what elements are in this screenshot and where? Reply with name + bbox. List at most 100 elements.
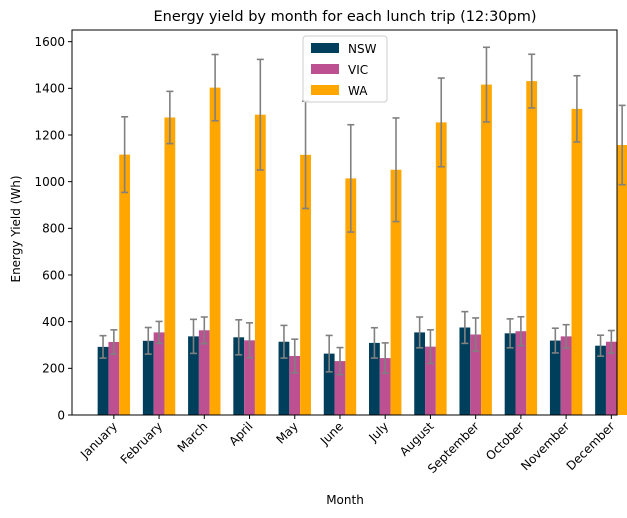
bar [323, 353, 335, 415]
error-bar [472, 317, 480, 352]
chart-title: Energy yield by month for each lunch tri… [153, 9, 536, 25]
bar [188, 336, 199, 415]
bar [481, 84, 492, 415]
bar [142, 340, 154, 415]
error-bar [381, 342, 389, 375]
bar [435, 122, 447, 416]
error-bar [189, 318, 197, 355]
x-tick-label: December [564, 419, 618, 473]
error-bar [325, 334, 333, 373]
bar [414, 332, 426, 415]
bar [369, 342, 380, 415]
error-bar [618, 104, 626, 186]
error-bar [336, 346, 344, 376]
bar [390, 169, 402, 415]
x-tick-label: July [365, 419, 391, 445]
x-tick-label: August [397, 419, 437, 459]
legend-swatch [311, 64, 339, 74]
bar [278, 341, 290, 415]
bar [526, 81, 538, 415]
legend-swatch [311, 85, 339, 95]
x-tick-label: April [226, 419, 255, 448]
bar [425, 346, 436, 415]
bar [515, 331, 527, 415]
bar [345, 178, 357, 415]
bar [595, 345, 606, 415]
error-bar [482, 46, 490, 123]
error-bar [291, 338, 299, 374]
y-tick-label: 1600 [34, 35, 65, 49]
bar [605, 341, 617, 415]
y-tick-label: 200 [42, 362, 65, 376]
error-bar [155, 320, 163, 345]
error-bar [99, 334, 107, 359]
bar [334, 361, 346, 415]
error-bar [437, 77, 445, 168]
bar [244, 340, 255, 415]
x-tick-label: October [483, 419, 527, 463]
plot-frame [71, 29, 618, 416]
bar [254, 114, 266, 415]
legend: NSW VIC WA [302, 35, 388, 103]
error-bar [528, 53, 536, 109]
error-bar [426, 329, 434, 365]
bar [300, 154, 311, 415]
error-bar [370, 326, 378, 359]
y-axis-title: Energy Yield (Wh) [9, 175, 23, 282]
error-bar [246, 322, 254, 359]
bar [459, 327, 471, 415]
bar [119, 154, 131, 415]
x-axis-title: Month [326, 493, 364, 507]
y-tick-label: 400 [42, 315, 65, 329]
y-tick-label: 800 [42, 222, 65, 236]
legend-label: NSW [348, 42, 377, 56]
error-bar [573, 74, 581, 143]
bar [289, 355, 301, 415]
bar [571, 108, 583, 416]
error-bar [551, 327, 559, 354]
y-tick-label: 1400 [34, 82, 65, 96]
error-bar [200, 316, 208, 345]
error-bar [211, 53, 219, 122]
bar [164, 117, 176, 415]
error-bar [144, 326, 152, 355]
error-bar [347, 123, 355, 233]
legend-label: WA [348, 84, 368, 98]
bar [97, 346, 109, 415]
y-tick-label: 0 [57, 408, 65, 422]
x-tick-label: January [77, 419, 120, 462]
bar [153, 332, 165, 415]
bar [379, 358, 391, 415]
x-tick-label: June [317, 419, 346, 448]
bar [108, 341, 120, 415]
error-bar [166, 90, 174, 145]
error-bar [392, 117, 400, 223]
error-bar [235, 318, 243, 356]
error-bar [506, 318, 514, 349]
bar [470, 334, 482, 415]
error-bar [607, 329, 615, 354]
bar [198, 330, 210, 415]
y-tick-label: 1200 [34, 128, 65, 142]
error-bar [110, 329, 118, 355]
y-tick-label: 1000 [34, 175, 65, 189]
y-axis: 0 200 400 600 800 1000 1200 1400 1600 [34, 35, 72, 422]
x-tick-label: March [175, 419, 211, 455]
x-tick-label: February [118, 419, 166, 467]
y-tick-label: 600 [42, 268, 65, 282]
error-bar [517, 315, 525, 347]
error-bar [461, 310, 469, 345]
legend-label: VIC [348, 63, 368, 77]
error-bar [562, 323, 570, 349]
bar [549, 340, 561, 415]
error-bar [121, 116, 129, 194]
error-bar [280, 324, 288, 359]
plot-area [71, 29, 627, 416]
bar [504, 333, 516, 415]
bar [616, 145, 627, 415]
error-bar [416, 316, 424, 349]
bar [560, 336, 572, 415]
x-tick-label: May [273, 419, 300, 446]
bar [233, 337, 245, 415]
